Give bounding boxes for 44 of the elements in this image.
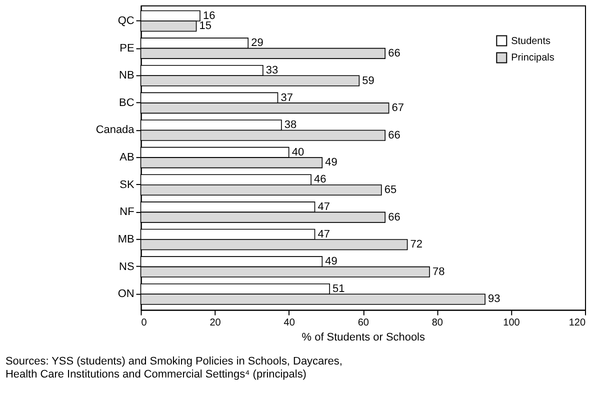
y-tick-label: MB [118,233,134,246]
data-label: 15 [199,20,212,32]
x-tick-label: 60 [358,317,370,328]
data-label: 40 [292,146,304,158]
y-tick-label: NF [120,206,135,218]
x-tick-label: 80 [432,317,444,328]
data-label: 29 [251,37,264,50]
y-tick-label: Canada [96,124,136,136]
data-label: 33 [266,64,278,77]
data-label: 78 [432,266,445,278]
data-label: 46 [314,174,326,186]
y-tick-label: AB [120,152,134,164]
y-tick-label: BC [119,96,134,109]
legend-label: Principals [511,52,554,64]
y-tick-label: PE [120,42,134,54]
data-label: 51 [332,282,345,295]
data-label: 49 [325,256,338,268]
x-tick-label: 0 [141,317,148,328]
data-label: 38 [284,119,297,132]
data-label: 37 [280,92,293,104]
source-note: Sources: YSS (students) and Smoking Policies in Schools, Daycares, Health Care Institutions and Commercial Settings⁴ (principals) [5,356,342,381]
y-tick-label: ON [118,288,134,300]
y-tick-label: QC [118,15,134,28]
data-label: 59 [362,74,374,87]
x-axis-title: % of Students or Schools [302,331,426,344]
data-label: 16 [202,10,216,22]
data-label: 72 [410,238,423,251]
y-tick-label: NS [119,260,134,273]
data-label: 67 [392,102,404,114]
x-tick-label: 40 [284,317,296,328]
data-label: 93 [488,293,500,306]
data-label: 65 [384,184,397,196]
legend-label: Students [511,36,550,47]
data-label: 47 [318,201,330,214]
x-tick-label: 100 [503,317,520,328]
data-label: 49 [325,156,338,169]
data-label: 66 [388,129,400,142]
data-label: 66 [388,211,400,224]
y-tick-label: NB [119,70,134,82]
x-tick-label: 20 [210,317,222,328]
data-label: 66 [388,47,400,60]
data-label: 47 [318,228,330,240]
x-tick-label: 120 [568,317,586,328]
y-tick-label: SK [120,178,135,191]
